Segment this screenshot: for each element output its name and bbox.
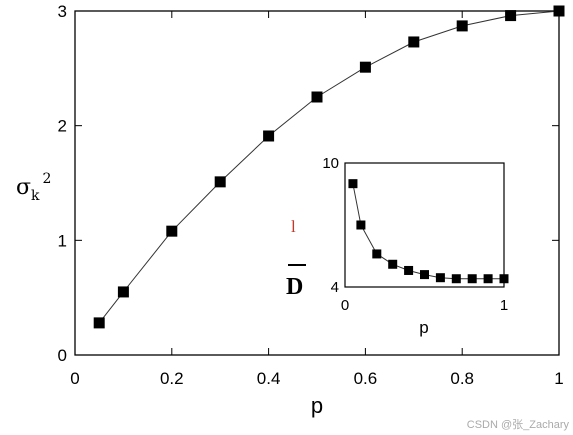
inset-y-axis-label: D (286, 274, 303, 300)
main-x-tick-label: 0.6 (354, 369, 378, 388)
inset-data-point (388, 259, 398, 269)
main-x-tick-label: 0.2 (160, 369, 184, 388)
main-x-tick-label: 0.4 (257, 369, 281, 388)
inset-plot: 0 1 4 10 p l D (286, 155, 509, 337)
inset-axis-ticks (344, 162, 505, 288)
inset-x-tick-label: 1 (500, 297, 508, 314)
main-data-point (117, 286, 129, 298)
main-series-markers (93, 5, 565, 329)
main-data-point (408, 36, 420, 48)
inset-tick-labels: 0 1 4 10 (322, 155, 508, 314)
inset-data-point (499, 274, 509, 284)
inset-data-point (420, 270, 429, 280)
inset-data-point (356, 220, 366, 230)
main-y-tick-label: 1 (58, 231, 67, 250)
main-data-point (359, 61, 371, 73)
main-y-tick-label: 0 (58, 346, 67, 365)
inset-x-tick-label: 0 (341, 297, 349, 314)
main-x-tick-label: 1 (554, 369, 563, 388)
inset-plot-frame (344, 162, 505, 288)
inset-y-tick-label: 10 (322, 155, 339, 172)
main-data-point (553, 5, 565, 17)
main-x-tick-label: 0.8 (450, 369, 474, 388)
inset-data-point (435, 273, 445, 283)
main-x-tick-label: 0 (70, 369, 79, 388)
main-y-axis-label-sub: k (31, 188, 40, 204)
main-x-axis-label: p (311, 393, 323, 418)
main-data-point (456, 20, 468, 32)
inset-data-point (451, 274, 461, 284)
main-data-point (263, 130, 275, 142)
main-plot-frame (74, 10, 560, 356)
inset-data-point (372, 249, 382, 259)
main-data-point (93, 317, 105, 329)
watermark: CSDN @张_Zachary (467, 418, 570, 431)
main-y-axis-label: σk2 (16, 171, 51, 204)
main-y-tick-label: 3 (58, 2, 67, 21)
inset-series-markers (348, 179, 509, 284)
main-data-point (214, 176, 226, 188)
main-data-point (505, 10, 517, 22)
main-y-axis-label-sup: 2 (43, 171, 52, 187)
inset-data-point (467, 274, 477, 284)
inset-data-point (348, 179, 358, 189)
inset-y-tick-label: 4 (331, 279, 339, 296)
main-y-tick-label: 2 (58, 117, 67, 136)
inset-x-axis-label: p (419, 318, 428, 337)
main-y-axis-label-base: σ (16, 175, 31, 200)
inset-data-point (404, 265, 414, 275)
main-data-point (166, 225, 178, 237)
inset-y-axis-label-red: l (291, 217, 296, 236)
main-data-point (311, 91, 323, 103)
inset-data-point (483, 274, 493, 284)
